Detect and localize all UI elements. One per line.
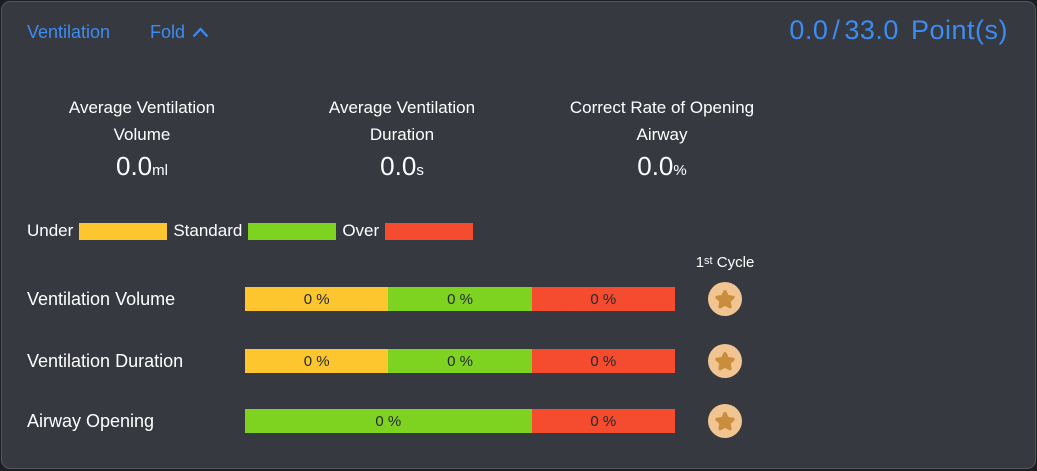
stat-label-line1: Average Ventilation bbox=[68, 98, 216, 117]
bar-segment-standard: 0 % bbox=[388, 349, 532, 373]
stat-label-line1: Average Ventilation bbox=[328, 98, 476, 117]
airway-opening-bar: 0 % 0 % bbox=[245, 409, 675, 433]
score-total: 33.0 bbox=[844, 15, 899, 45]
stat-unit: % bbox=[673, 162, 687, 179]
legend-label-standard: Standard bbox=[173, 221, 243, 240]
cycle-star-badge[interactable] bbox=[708, 282, 742, 316]
ventilation-duration-bar: 0 % 0 % 0 % bbox=[245, 349, 675, 373]
cycle-star-badge[interactable] bbox=[708, 344, 742, 378]
legend-swatch-over bbox=[385, 222, 474, 240]
score-unit: Point(s) bbox=[910, 15, 1008, 45]
stat-correct-rate-airway: Correct Rate of Opening Airway 0.0% bbox=[532, 94, 792, 182]
star-icon bbox=[708, 344, 742, 378]
cycle-star-badge[interactable] bbox=[708, 404, 742, 438]
legend-swatch-standard bbox=[248, 222, 337, 240]
panel-title: Ventilation bbox=[27, 22, 111, 42]
stats-row: Average Ventilation Volume 0.0ml Average… bbox=[12, 94, 792, 182]
score-current: 0.0 bbox=[789, 15, 829, 45]
chevron-up-icon bbox=[192, 22, 209, 43]
bar-segment-over: 0 % bbox=[531, 287, 675, 311]
stat-value: 0.0s bbox=[380, 151, 424, 181]
bar-segment-under: 0 % bbox=[245, 349, 389, 373]
fold-label: Fold bbox=[150, 22, 186, 42]
bar-segment-over: 0 % bbox=[531, 349, 675, 373]
stat-avg-ventilation-duration: Average Ventilation Duration 0.0s bbox=[272, 94, 532, 182]
legend: Under Standard Over bbox=[27, 221, 479, 241]
stat-value: 0.0ml bbox=[116, 151, 168, 181]
bar-segment-standard: 0 % bbox=[245, 409, 532, 433]
legend-label-under: Under bbox=[27, 221, 74, 240]
stat-label-line2: Duration bbox=[369, 125, 435, 144]
row-label: Airway Opening bbox=[27, 410, 155, 431]
cycle-header: 1st Cycle bbox=[695, 254, 755, 271]
star-icon bbox=[708, 282, 742, 316]
stat-label-line2: Volume bbox=[113, 125, 171, 144]
bar-segment-standard: 0 % bbox=[388, 287, 532, 311]
bar-segment-over: 0 % bbox=[531, 409, 675, 433]
stat-label-line2: Airway bbox=[636, 125, 688, 144]
star-icon bbox=[708, 404, 742, 438]
bar-row-ventilation-duration: Ventilation Duration 0 % 0 % 0 % bbox=[27, 344, 742, 378]
row-label: Ventilation Duration bbox=[27, 350, 184, 371]
row-label: Ventilation Volume bbox=[27, 288, 176, 309]
bar-row-airway-opening: Airway Opening 0 % 0 % bbox=[27, 404, 742, 438]
stat-value: 0.0% bbox=[637, 151, 687, 181]
stat-unit: ml bbox=[152, 162, 168, 179]
fold-toggle-button[interactable]: Fold bbox=[150, 22, 209, 43]
stat-unit: s bbox=[416, 162, 424, 179]
bar-row-ventilation-volume: Ventilation Volume 0 % 0 % 0 % bbox=[27, 282, 742, 316]
score-display: 0.0/33.0 Point(s) bbox=[787, 15, 1010, 46]
legend-label-over: Over bbox=[342, 221, 380, 240]
ventilation-volume-bar: 0 % 0 % 0 % bbox=[245, 287, 675, 311]
stat-avg-ventilation-volume: Average Ventilation Volume 0.0ml bbox=[12, 94, 272, 182]
bar-segment-under: 0 % bbox=[245, 287, 389, 311]
stat-label-line1: Correct Rate of Opening bbox=[569, 98, 755, 117]
score-separator: / bbox=[832, 15, 841, 45]
legend-swatch-under bbox=[79, 222, 168, 240]
